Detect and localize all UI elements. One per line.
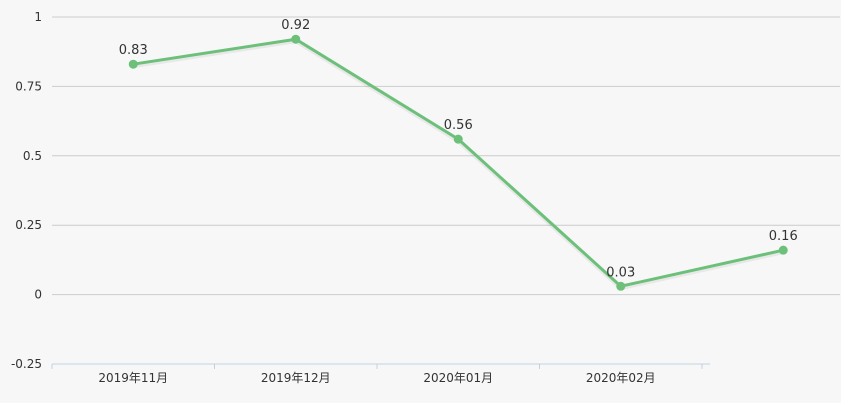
y-axis-tick-labels: 1 0.75 0.5 0.25 0 -0.25 <box>11 10 42 371</box>
series-line-path <box>131 37 785 288</box>
data-point[interactable] <box>453 134 463 144</box>
y-tick-label: 1 <box>34 10 42 24</box>
x-axis-tick-labels: 2019年11月 2019年12月 2020年01月 2020年02月 <box>98 371 655 385</box>
data-points <box>128 34 788 291</box>
x-axis <box>51 363 710 369</box>
data-point[interactable] <box>128 59 138 69</box>
x-tick-label: 2019年12月 <box>261 371 331 385</box>
x-tick-label: 2020年01月 <box>423 371 493 385</box>
data-point[interactable] <box>616 281 626 291</box>
data-label: 0.83 <box>119 43 148 58</box>
data-point[interactable] <box>778 245 788 255</box>
x-tick-label: 2020年02月 <box>586 371 656 385</box>
grid-lines <box>52 16 840 296</box>
data-label: 0.16 <box>769 229 798 244</box>
data-label: 0.56 <box>444 118 473 133</box>
data-label: 0.03 <box>606 265 635 280</box>
y-tick-label: 0 <box>34 288 42 302</box>
x-tick-label: 2019年11月 <box>98 371 168 385</box>
series-line <box>131 37 785 291</box>
y-tick-label: 0.75 <box>15 79 42 93</box>
data-point[interactable] <box>291 34 301 44</box>
data-label: 0.92 <box>281 18 310 33</box>
y-tick-label: -0.25 <box>11 357 42 371</box>
y-tick-label: 0.25 <box>15 218 42 232</box>
y-tick-label: 0.5 <box>23 149 42 163</box>
data-labels: 0.83 0.92 0.56 0.03 0.16 <box>119 18 798 280</box>
series-line-shadow <box>132 39 784 291</box>
